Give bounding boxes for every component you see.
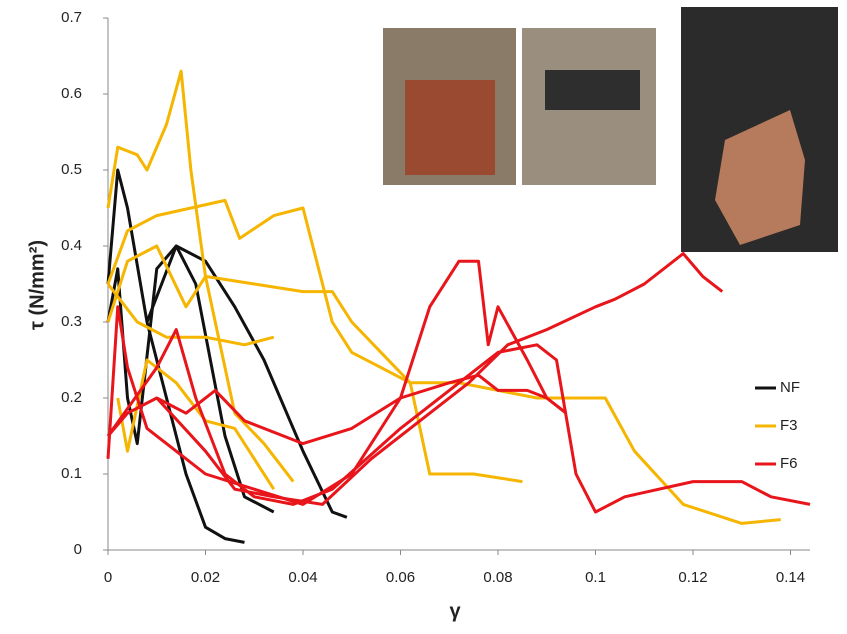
x-tick-label: 0.08 bbox=[483, 569, 512, 586]
y-tick-label: 0.2 bbox=[61, 389, 82, 406]
legend-label: F3 bbox=[780, 417, 798, 434]
data-line bbox=[108, 71, 293, 481]
photo-detail bbox=[405, 80, 495, 175]
y-tick-label: 0.5 bbox=[61, 161, 82, 178]
x-tick-label: 0.1 bbox=[585, 569, 606, 586]
x-tick-label: 0.02 bbox=[191, 569, 220, 586]
x-tick-label: 0.12 bbox=[678, 569, 707, 586]
y-tick-label: 0.4 bbox=[61, 237, 82, 254]
legend-label: F6 bbox=[780, 455, 798, 472]
y-tick-label: 0.7 bbox=[61, 9, 82, 26]
x-tick-label: 0 bbox=[104, 569, 112, 586]
data-line bbox=[108, 284, 274, 345]
y-tick-label: 0.1 bbox=[61, 465, 82, 482]
photo-detail bbox=[545, 70, 640, 110]
x-tick-label: 0.06 bbox=[386, 569, 415, 586]
y-tick-label: 0.3 bbox=[61, 313, 82, 330]
x-axis-title: γ bbox=[449, 600, 461, 622]
legend-label: NF bbox=[780, 379, 800, 396]
chart: γ τ (N/mm²) 0 0.1 0.2 0.3 0.4 0.5 0.6 0.7 0 0.02 0… bbox=[0, 0, 847, 634]
x-tick-label: 0.04 bbox=[288, 569, 317, 586]
y-tick-label: 0 bbox=[74, 541, 82, 558]
x-tick-label: 0.14 bbox=[776, 569, 805, 586]
photos bbox=[383, 7, 838, 252]
data-line bbox=[108, 330, 810, 512]
y-tick-label: 0.6 bbox=[61, 85, 82, 102]
y-axis-title: τ (N/mm²) bbox=[26, 240, 48, 330]
